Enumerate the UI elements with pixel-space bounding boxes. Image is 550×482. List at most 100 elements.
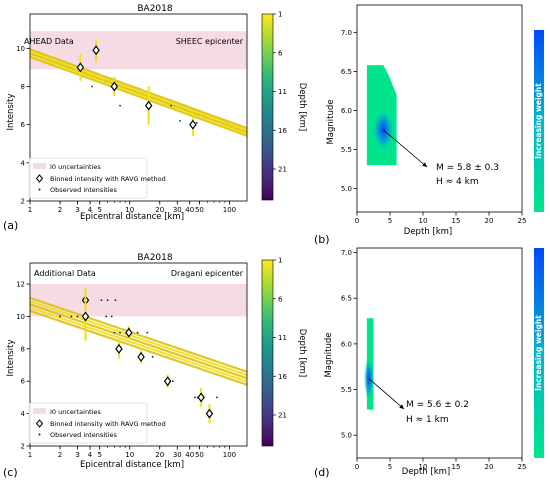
plot-frame <box>356 4 523 213</box>
observed-intensity-point <box>119 331 121 334</box>
panel-c-legend-observed-label: Observed intensities <box>50 431 117 439</box>
x-tick-label: 4 <box>88 206 93 214</box>
observed-intensity-point <box>195 121 198 124</box>
x-tick-label: 25 <box>518 463 527 471</box>
panel-d-xlabel: Depth [km] <box>402 467 450 477</box>
x-tick-label: 25 <box>518 217 527 225</box>
observed-intensity-point <box>170 104 173 107</box>
y-tick-label: 12 <box>16 281 25 289</box>
observed-intensity-point <box>151 356 154 358</box>
binned-intensity-diamond <box>110 81 119 92</box>
annotation-arrow-head <box>422 162 427 167</box>
panel-a-title: BA2018 <box>137 4 173 14</box>
panel-c-legend-binned-label: Binned intensity with RAVG method <box>50 420 166 428</box>
y-tick-label: 10 <box>16 313 25 321</box>
observed-intensity-point <box>100 299 103 302</box>
x-tick-label: 3 <box>75 206 79 214</box>
panel-d-ylabel: Magnitude <box>324 332 334 377</box>
x-tick-label: 15 <box>452 463 461 471</box>
colorbar-tick-label: 1 <box>278 257 282 265</box>
panel-c-legend-diamond-swatch <box>35 419 44 428</box>
binned-intensity-diamond <box>163 376 172 387</box>
x-tick-label: 2 <box>58 451 62 459</box>
y-tick-label: 7.0 <box>341 29 352 37</box>
x-tick-label: 5 <box>97 451 101 459</box>
panel-c-xlabel: Epicentral distance [km] <box>80 460 184 470</box>
y-tick-label: 6 <box>21 378 26 386</box>
observed-intensity-point <box>216 396 218 399</box>
x-tick-label: 30 <box>173 451 182 459</box>
binned-intensity-diamond <box>92 45 100 56</box>
x-tick-label: 0 <box>355 217 359 225</box>
colorbar-tick-label: 21 <box>278 412 287 420</box>
observed-intensity-point <box>76 315 79 318</box>
y-tick-label: 4 <box>21 159 26 167</box>
x-tick-label: 100 <box>223 206 236 214</box>
observed-intensity-point <box>136 331 139 334</box>
colorbar-tick-label: 6 <box>278 49 283 57</box>
observed-intensity-point <box>110 315 113 318</box>
binned-intensity-diamond <box>205 408 214 419</box>
attenuation-curve <box>29 52 248 134</box>
panel-a-legend-band-swatch <box>33 163 46 169</box>
panel-b-colorbar <box>534 30 544 212</box>
binned-intensity-diamond <box>197 392 205 403</box>
x-tick-label: 50 <box>195 451 204 459</box>
x-tick-label: 20 <box>485 463 494 471</box>
observed-intensity-point <box>105 315 108 318</box>
panel-a-legend-box <box>28 157 148 199</box>
y-tick-label: 5.5 <box>341 146 352 154</box>
x-tick-label: 15 <box>452 217 461 225</box>
attenuation-curve <box>29 53 248 135</box>
y-tick-label: 2 <box>21 198 25 206</box>
observed-intensity-point <box>70 315 73 318</box>
panel-a-legend-dot-swatch <box>38 188 41 191</box>
panel-c-title: BA2018 <box>137 253 173 263</box>
panel-a-legend-observed-label: Observed intensities <box>50 186 117 194</box>
x-tick-label: 20 <box>485 217 494 225</box>
panel-c-corner-left: Additional Data <box>34 269 96 278</box>
panel-c-legend-band-swatch <box>33 408 46 414</box>
colorbar-tick-label: 16 <box>278 127 287 135</box>
probability-peak <box>372 107 395 152</box>
x-tick-label: 50 <box>195 206 204 214</box>
x-tick-label: 10 <box>419 217 428 225</box>
x-tick-label: 1 <box>28 206 32 214</box>
y-tick-label: 6.5 <box>341 68 352 76</box>
panel-b: 0 5 10 15 20 255.05.56.06.57.0 M = 5.8 ± 0.3 … <box>314 4 544 246</box>
panel-c-colorbar-bar <box>261 259 274 447</box>
panel-d-annotation-magnitude: M = 5.6 ± 0.2 <box>406 400 469 410</box>
attenuation-curve <box>29 306 248 383</box>
x-tick-label: 3 <box>75 451 79 459</box>
x-tick-label: 10 <box>125 451 134 459</box>
panel-b-colorbar-label: Increasing weight <box>534 83 543 159</box>
x-tick-label: 10 <box>419 463 428 471</box>
panel-d: 0 5 10 15 20 255.05.56.06.57.0 M = 5.6 ± 0.2 … <box>314 247 544 479</box>
panel-c-legend-dot-swatch <box>38 433 41 436</box>
panel-c-legend-box <box>28 402 148 444</box>
panel-b-plot: 0 5 10 15 20 25 5.0 5.5 6.0 6.5 7.0 <box>341 4 527 225</box>
panel-d-label: (d) <box>314 466 330 479</box>
plot-frame <box>29 262 248 447</box>
panel-a-legend-band-label: I0 uncertainties <box>50 163 101 171</box>
observed-intensity-point <box>193 396 196 399</box>
x-tick-label: 40 <box>185 451 194 459</box>
panel-d-colorbar-label: Increasing weight <box>534 315 543 391</box>
y-tick-label: 8 <box>21 345 25 353</box>
attenuation-curve <box>29 48 248 130</box>
observed-intensity-point <box>119 104 121 107</box>
y-tick-label: 7.0 <box>341 249 352 257</box>
panel-a-corner-left: AHEAD Data <box>24 37 74 46</box>
colorbar-tick-label: 6 <box>278 295 283 303</box>
panel-a-legend-binned-label: Binned intensity with RAVG method <box>50 175 166 183</box>
attenuation-curve <box>29 55 248 137</box>
observed-intensity-point <box>114 299 117 302</box>
colorbar-tick-label: 11 <box>278 88 287 96</box>
y-tick-label: 2 <box>21 443 25 451</box>
panel-a-xlabel: Epicentral distance [km] <box>80 212 184 222</box>
colorbar-tick-label: 21 <box>278 166 287 174</box>
panel-b-label: (b) <box>314 233 330 246</box>
observed-intensity-point <box>59 315 61 318</box>
